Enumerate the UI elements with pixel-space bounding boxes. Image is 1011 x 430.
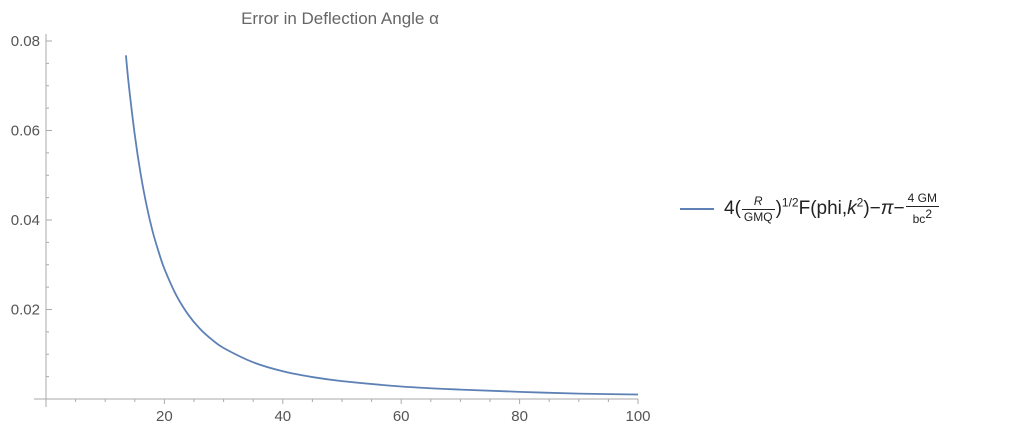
x-tick-label: 80 (511, 408, 528, 425)
fraction-denominator-exponent: 2 (925, 207, 932, 221)
series-line (125, 55, 639, 396)
legend-exponent: 1/2 (781, 195, 799, 210)
y-tick-label: 0.02 (11, 302, 40, 319)
fraction-denominator: bc2 (911, 208, 934, 226)
legend-function: F(phi, (798, 198, 848, 220)
x-tick-label: 20 (156, 408, 173, 425)
y-tick-label: 0.08 (11, 33, 40, 50)
x-tick-label: 100 (625, 408, 650, 425)
legend-fraction-r-over-gmq: R GMQ (741, 193, 775, 224)
axes (34, 34, 638, 407)
x-tick-label: 60 (393, 408, 410, 425)
axis-ticks (46, 40, 639, 404)
legend-function-close: )− (863, 198, 881, 220)
fraction-denominator: GMQ (743, 209, 773, 224)
fraction-denominator-base: bc (912, 212, 926, 226)
y-tick-label: 0.06 (11, 123, 40, 140)
legend-fraction-4gm-over-bc2: 4 GM bc2 (905, 191, 939, 226)
legend-pi: π (880, 198, 894, 220)
legend-k-exponent: 2 (856, 195, 864, 210)
axis-tick-labels: 20 40 60 80 100 0.02 0.04 0.06 0.08 (11, 33, 651, 425)
y-tick-label: 0.04 (11, 212, 40, 229)
legend-minus: − (893, 198, 905, 220)
legend-paren: ) (775, 198, 782, 220)
chart-title: Error in Deflection Angle α (241, 9, 439, 28)
fraction-bar (905, 206, 939, 207)
x-tick-label: 40 (274, 408, 291, 425)
legend-coef: 4( (724, 198, 741, 220)
line-chart: Error in Deflection Angle α 20 40 60 80 100 0… (11, 9, 651, 425)
legend: 4(R GMQ)1/2F(phi,k2)−π− 4 GM bc2 (680, 192, 940, 226)
fraction-bar (741, 208, 775, 210)
fraction-numerator: R (753, 193, 763, 208)
legend-label: 4(R GMQ)1/2F(phi,k2)−π− 4 GM bc2 (724, 192, 940, 226)
fraction-numerator: 4 GM (907, 191, 937, 205)
legend-k: k (847, 198, 857, 220)
legend-swatch (680, 208, 714, 210)
